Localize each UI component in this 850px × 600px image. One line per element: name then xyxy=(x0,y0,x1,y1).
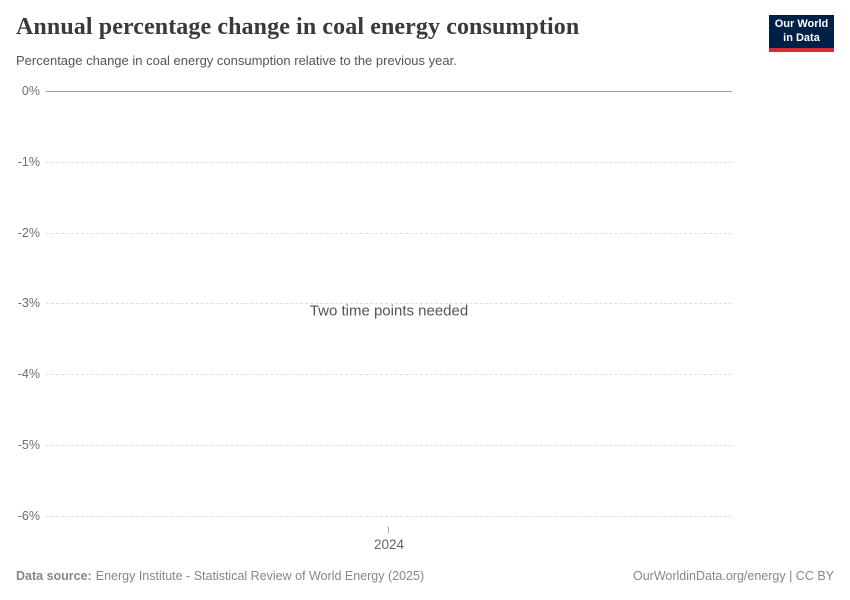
y-axis-tick-label: -5% xyxy=(17,438,40,452)
owid-logo-line2: in Data xyxy=(783,31,820,44)
license-link[interactable]: OurWorldinData.org/energy | CC BY xyxy=(632,569,834,583)
gridline xyxy=(46,516,732,517)
chart-subtitle: Percentage change in coal energy consump… xyxy=(16,53,457,68)
gridline xyxy=(46,233,732,234)
owid-logo-line1: Our World xyxy=(774,17,829,30)
zero-gridline xyxy=(46,91,732,92)
x-axis-tick-label: 2024 xyxy=(373,537,405,552)
empty-state-message: Two time points needed xyxy=(309,302,469,320)
y-axis-tick-label: -6% xyxy=(17,509,40,523)
owid-logo[interactable]: Our World in Data xyxy=(769,15,834,52)
data-source: Data source: Energy Institute - Statistic… xyxy=(16,569,424,583)
y-axis-tick-label: -1% xyxy=(17,155,40,169)
gridline xyxy=(46,445,732,446)
y-axis-tick-label: -4% xyxy=(17,367,40,381)
y-axis-tick-label: 0% xyxy=(21,84,40,98)
y-axis-tick-label: -3% xyxy=(17,296,40,310)
y-axis-tick-label: -2% xyxy=(17,226,40,240)
data-source-text: Energy Institute - Statistical Review of… xyxy=(95,569,425,583)
data-source-label: Data source: xyxy=(16,569,92,583)
page-title: Annual percentage change in coal energy … xyxy=(16,14,580,40)
chart-footer: Data source: Energy Institute - Statistic… xyxy=(16,569,834,583)
x-axis-tick-mark xyxy=(388,527,389,533)
gridline xyxy=(46,303,732,304)
gridline xyxy=(46,162,732,163)
gridline xyxy=(46,374,732,375)
